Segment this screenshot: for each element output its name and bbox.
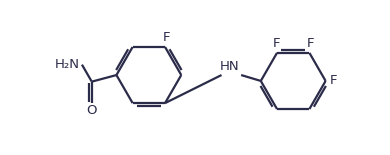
Text: F: F (330, 74, 337, 87)
Text: HN: HN (220, 60, 239, 73)
Text: F: F (272, 37, 280, 50)
Text: F: F (307, 37, 314, 50)
Text: F: F (162, 31, 170, 44)
Text: H₂N: H₂N (55, 58, 80, 71)
Text: O: O (87, 104, 97, 117)
